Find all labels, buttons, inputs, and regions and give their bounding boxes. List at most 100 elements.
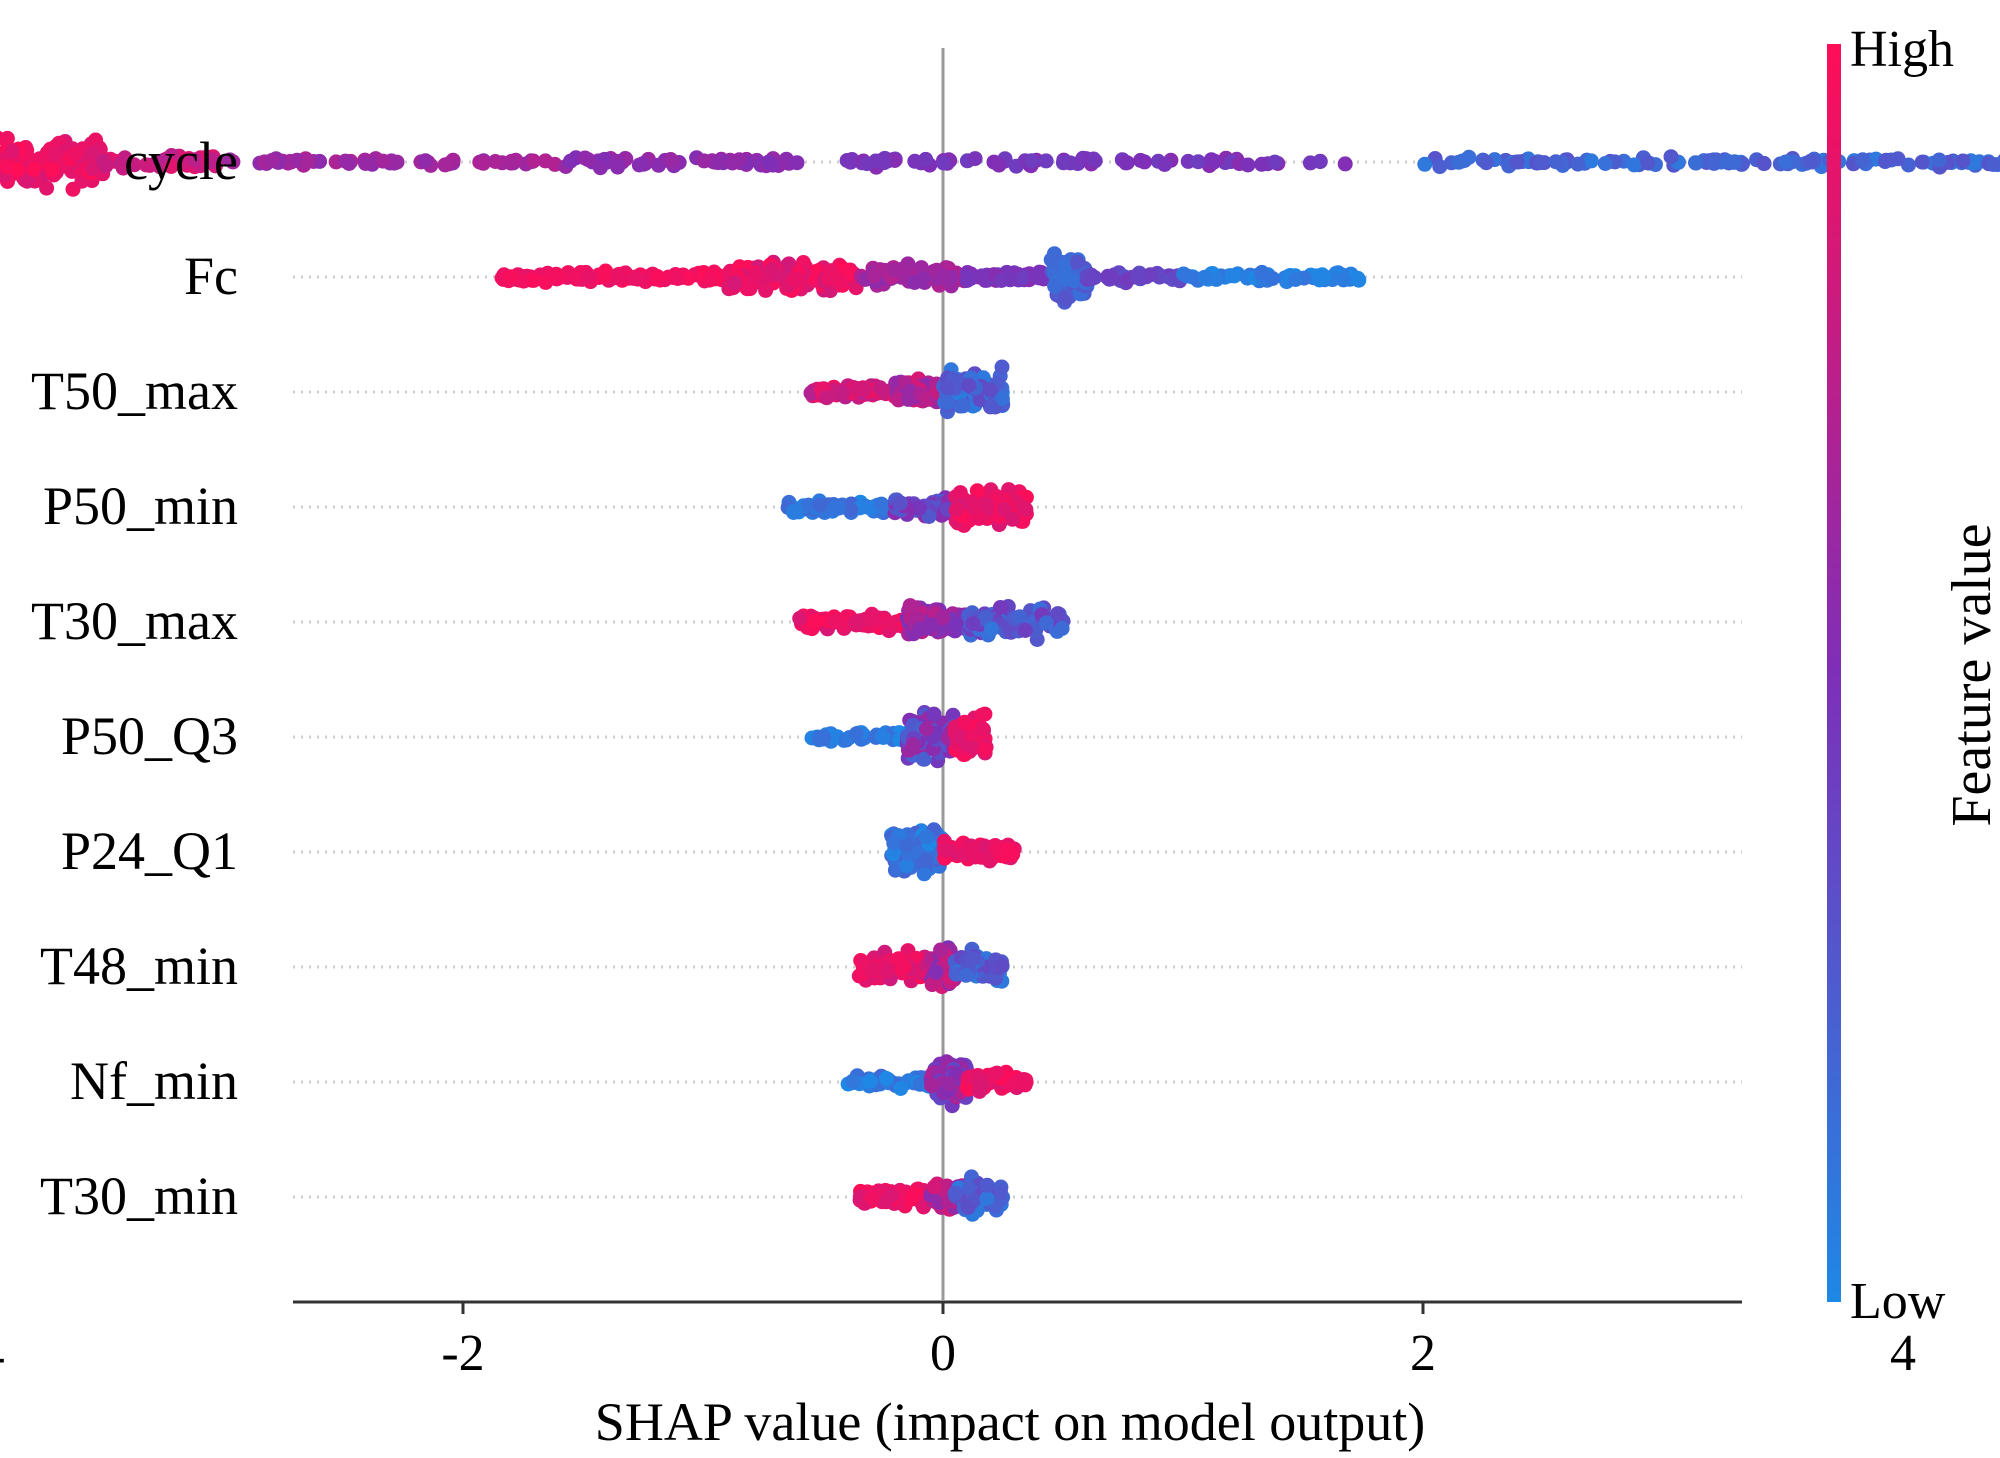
data-point xyxy=(85,161,100,177)
data-point xyxy=(867,268,882,284)
feature-points-T48_min xyxy=(851,940,1010,995)
colorbar-high-label: High xyxy=(1850,21,1954,78)
data-point xyxy=(849,381,865,396)
data-point xyxy=(731,152,747,168)
data-point xyxy=(525,153,541,169)
data-point xyxy=(801,497,817,513)
data-point xyxy=(994,359,1010,375)
data-point xyxy=(1005,511,1021,527)
feature-label-Nf_min: Nf_min xyxy=(70,1051,238,1111)
data-point xyxy=(938,842,954,858)
data-point xyxy=(1509,154,1525,170)
data-point xyxy=(951,729,967,745)
data-point xyxy=(1316,270,1332,286)
data-point xyxy=(1955,153,1971,169)
data-point xyxy=(974,268,990,284)
data-point xyxy=(979,1191,995,1207)
x-tick-label: 0 xyxy=(930,1325,956,1382)
feature-label-P50_min: P50_min xyxy=(43,476,238,536)
data-point xyxy=(1038,615,1054,631)
feature-points-P50_min xyxy=(780,482,1034,533)
data-point xyxy=(848,726,864,742)
data-point xyxy=(1854,153,1870,169)
data-point xyxy=(1043,252,1059,268)
data-point xyxy=(4,143,20,159)
data-point xyxy=(972,1078,988,1094)
data-point xyxy=(912,621,928,637)
data-point xyxy=(918,151,934,167)
data-point xyxy=(727,275,743,291)
data-point xyxy=(1084,271,1100,286)
data-point xyxy=(864,1190,880,1206)
feature-points-Fc xyxy=(494,246,1367,310)
data-point xyxy=(19,173,35,189)
data-point xyxy=(977,742,993,758)
data-point xyxy=(764,261,780,277)
data-point xyxy=(1157,157,1173,172)
feature-points-P24_Q1 xyxy=(884,822,1022,882)
data-point xyxy=(86,144,102,160)
data-point xyxy=(994,958,1010,974)
data-point xyxy=(957,714,972,730)
data-point xyxy=(115,160,131,176)
data-point xyxy=(875,730,891,745)
data-point xyxy=(1012,609,1028,625)
data-point xyxy=(1626,157,1642,173)
data-point xyxy=(1086,151,1102,167)
data-point xyxy=(947,1185,963,1201)
data-point xyxy=(566,269,582,284)
data-point xyxy=(1057,291,1073,307)
data-point xyxy=(47,145,62,161)
data-point xyxy=(1047,278,1063,294)
data-point xyxy=(994,391,1010,407)
data-point xyxy=(1914,154,1930,170)
data-point xyxy=(487,154,503,169)
data-point xyxy=(978,496,994,512)
data-point xyxy=(437,157,453,173)
data-point xyxy=(503,269,519,285)
data-point xyxy=(1533,155,1549,171)
data-point xyxy=(538,274,554,290)
data-point xyxy=(918,852,934,868)
data-point xyxy=(1570,156,1586,172)
feature-points-Nf_min xyxy=(840,1054,1034,1114)
data-point xyxy=(1142,267,1158,283)
data-point xyxy=(1179,268,1195,284)
data-point xyxy=(610,159,626,175)
data-point xyxy=(969,483,985,499)
x-tick-label: -4 xyxy=(0,1325,5,1382)
data-point xyxy=(1055,155,1071,171)
data-point xyxy=(785,503,801,519)
data-point xyxy=(812,497,828,513)
feature-label-T30_max: T30_max xyxy=(31,591,238,651)
colorbar-title: Feature value xyxy=(1941,523,2000,826)
data-point xyxy=(1726,154,1742,170)
data-point xyxy=(965,616,981,632)
data-point xyxy=(1597,156,1613,171)
data-point xyxy=(865,961,881,977)
data-point xyxy=(26,161,41,177)
data-point xyxy=(1130,268,1146,284)
data-point xyxy=(984,621,999,637)
data-point xyxy=(816,729,832,745)
data-point xyxy=(862,1073,878,1089)
data-point xyxy=(989,1065,1005,1081)
data-point xyxy=(820,271,836,287)
data-point xyxy=(792,610,808,626)
data-point xyxy=(843,154,859,170)
data-point xyxy=(1267,154,1283,170)
data-point xyxy=(996,502,1012,518)
data-point xyxy=(1351,272,1367,288)
data-point xyxy=(850,613,866,629)
data-point xyxy=(1312,154,1328,170)
colorbar: High Low Feature value xyxy=(1827,21,2000,1330)
data-point xyxy=(831,500,847,516)
data-point xyxy=(548,266,564,282)
data-point xyxy=(1254,264,1270,280)
data-point xyxy=(1931,152,1947,168)
data-point xyxy=(1878,152,1894,168)
x-axis-label: SHAP value (impact on model output) xyxy=(595,1392,1425,1452)
x-tick-label: 2 xyxy=(1410,1325,1436,1382)
data-point xyxy=(44,162,60,178)
data-point xyxy=(916,866,932,882)
